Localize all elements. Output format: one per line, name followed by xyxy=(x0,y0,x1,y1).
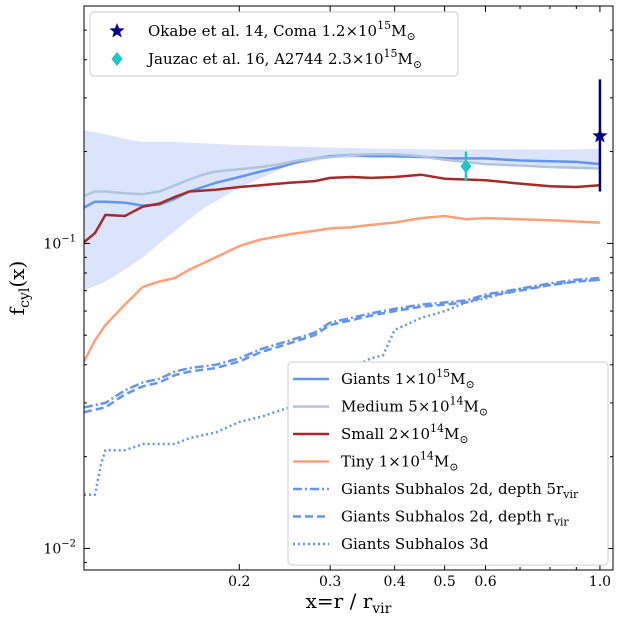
legend-top-label-exp-1: 15 xyxy=(384,47,398,60)
legend-bottom-label-6: Giants Subhalos 3d xyxy=(341,535,489,553)
x-axis-label: x=r / rvir xyxy=(306,589,392,617)
legend-top-box xyxy=(89,11,459,77)
legend-top-label-name-0: Okabe et al. 14, Coma 1.2×10 xyxy=(148,22,377,40)
y-axis-label-sub: cyl xyxy=(17,287,33,308)
scatter-band xyxy=(84,130,600,291)
observation-marker-1 xyxy=(460,159,472,174)
x-tick-label-2: 0.4 xyxy=(383,574,405,590)
legend-bottom-label-sub-2: ⊙ xyxy=(459,433,468,446)
y-tick-label-exp-0: −1 xyxy=(61,233,76,244)
y-tick-label-0: 10−1 xyxy=(43,233,76,252)
x-tick-label-3: 0.5 xyxy=(433,574,455,590)
series-line-3 xyxy=(84,214,600,363)
plot-frame xyxy=(83,5,614,571)
series-line-1 xyxy=(84,152,600,198)
observation-layer xyxy=(460,79,608,192)
x-tick-label-1: 0.3 xyxy=(319,574,341,590)
legend-bottom-label-4: Giants Subhalos 2d, depth 5rvir xyxy=(341,480,579,501)
legend-top-label-0: Okabe et al. 14, Coma 1.2×1015M⊙ xyxy=(148,19,416,43)
legend-bottom-label-sub-5: vir xyxy=(553,516,570,529)
x-axis-label-sub: vir xyxy=(371,601,391,617)
y-tick-label-1: 10−2 xyxy=(43,538,76,557)
legend-bottom-label-name-3: Tiny 1×10 xyxy=(341,453,420,471)
x-tick-label-4: 0.6 xyxy=(474,574,496,590)
legend-top-label-unit-0: M xyxy=(391,22,406,40)
legend-bottom-label-name-2: Small 2×10 xyxy=(341,425,430,443)
x-tick-label-0: 0.2 xyxy=(228,574,250,590)
legend-top-label-1: Jauzac et al. 16, A2744 2.3×1015M⊙ xyxy=(146,47,422,71)
legend-bottom-label-exp-2: 14 xyxy=(430,422,444,435)
series-line-4 xyxy=(84,276,600,409)
legend-bottom-label-2: Small 2×1014M⊙ xyxy=(341,422,469,446)
legend-bottom-label-name-0: Giants 1×10 xyxy=(341,370,436,388)
legend-top-label-sub-1: ⊙ xyxy=(413,58,422,71)
legend-bottom-label-unit-0: M xyxy=(450,370,465,388)
legend-bottom-label-exp-0: 15 xyxy=(436,367,450,380)
legend-bottom-label-5: Giants Subhalos 2d, depth rvir xyxy=(341,508,569,529)
legend-simulations: Giants 1×1015M⊙Medium 5×1014M⊙Small 2×10… xyxy=(287,361,609,566)
y-axis-label: fcyl(x) xyxy=(5,261,33,316)
legend-bottom-label-unit-1: M xyxy=(464,398,479,416)
legend-bottom-label-name-1: Medium 5×10 xyxy=(341,398,450,416)
legend-top-label-unit-1: M xyxy=(398,50,413,68)
legend-bottom-label-name-4: Giants Subhalos 2d, depth 5r xyxy=(341,480,564,498)
legend-bottom-label-sub-1: ⊙ xyxy=(479,406,488,419)
legend-bottom-label-exp-1: 14 xyxy=(450,395,464,408)
legend-top-marker-0 xyxy=(109,23,125,38)
legend-bottom-label-exp-3: 14 xyxy=(420,450,434,463)
legend-top-label-name-1: Jauzac et al. 16, A2744 2.3×10 xyxy=(146,50,384,68)
x-tick-label-5: 1.0 xyxy=(589,574,611,590)
y-tick-label-base-0: 10 xyxy=(43,236,61,252)
series-line-2 xyxy=(84,173,600,244)
y-tick-label-base-1: 10 xyxy=(43,541,61,557)
legend-bottom-label-0: Giants 1×1015M⊙ xyxy=(341,367,475,391)
x-axis-label-main: x=r / r xyxy=(306,589,373,613)
legend-top-label-sub-0: ⊙ xyxy=(406,30,415,43)
y-axis-label-main: f xyxy=(5,306,29,315)
legend-bottom-label-unit-2: M xyxy=(444,425,459,443)
legend-bottom-label-name-5: Giants Subhalos 2d, depth r xyxy=(341,508,555,526)
observation-marker-0 xyxy=(592,128,608,143)
scatter-band-area xyxy=(84,130,600,291)
legend-bottom-label-name-6: Giants Subhalos 3d xyxy=(341,535,489,553)
legend-bottom-label-sub-4: vir xyxy=(562,488,579,501)
series-line-6 xyxy=(84,278,600,496)
y-axis-label-tail: (x) xyxy=(5,261,29,288)
legend-top-label-exp-0: 15 xyxy=(377,19,391,32)
legend-observations: Okabe et al. 14, Coma 1.2×1015M⊙Jauzac e… xyxy=(89,11,459,77)
y-tick-label-exp-1: −2 xyxy=(61,538,76,549)
legend-bottom-label-sub-3: ⊙ xyxy=(449,461,458,474)
legend-bottom-label-unit-3: M xyxy=(434,453,449,471)
legend-bottom-label-3: Tiny 1×1014M⊙ xyxy=(341,450,458,474)
axis-ticks: 0.2 0.3 0.4 0.5 0.6 1.010−110−2 xyxy=(43,6,613,590)
legend-bottom-label-1: Medium 5×1014M⊙ xyxy=(341,395,488,419)
legend-top-marker-1 xyxy=(111,52,123,66)
legend-bottom-box xyxy=(287,361,609,566)
legend-bottom-label-sub-0: ⊙ xyxy=(465,378,474,391)
series-layer xyxy=(84,152,601,496)
